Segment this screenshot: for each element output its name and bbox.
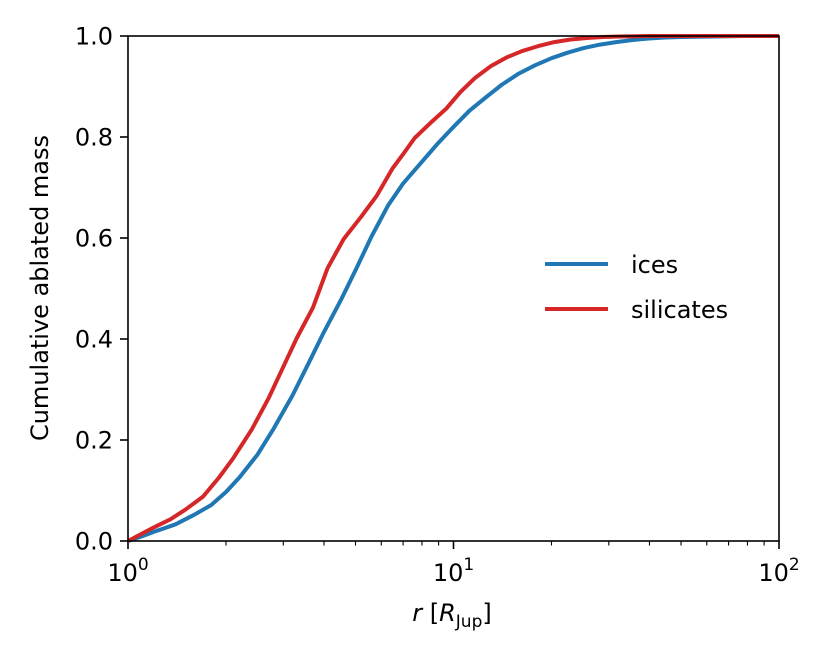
series-line-silicates <box>127 34 779 543</box>
y-tick-label: 1.0 <box>75 23 113 51</box>
y-tick-label: 0.8 <box>75 124 113 152</box>
x-axis-label: r [RJup] <box>412 599 492 632</box>
plot-frame <box>127 35 780 542</box>
legend-label-ices: ices <box>631 251 678 279</box>
x-tick-label: 101 <box>433 555 474 587</box>
y-tick-label: 0.6 <box>75 225 113 253</box>
series-lines <box>127 34 779 543</box>
x-tick-label: 100 <box>107 555 148 587</box>
y-tick-label: 0.4 <box>75 326 113 354</box>
y-tick-label: 0.2 <box>75 427 113 455</box>
y-tick-label: 0.0 <box>75 528 113 556</box>
y-axis-label: Cumulative ablated mass <box>26 135 54 441</box>
ticks: 100 101 102 0.0 0.2 0.4 0.6 0.8 1.0 <box>75 23 800 588</box>
legend: ices silicates <box>545 251 728 324</box>
series-line-ices <box>127 34 779 543</box>
legend-label-silicates: silicates <box>631 296 728 324</box>
x-tick-label: 102 <box>758 555 799 587</box>
